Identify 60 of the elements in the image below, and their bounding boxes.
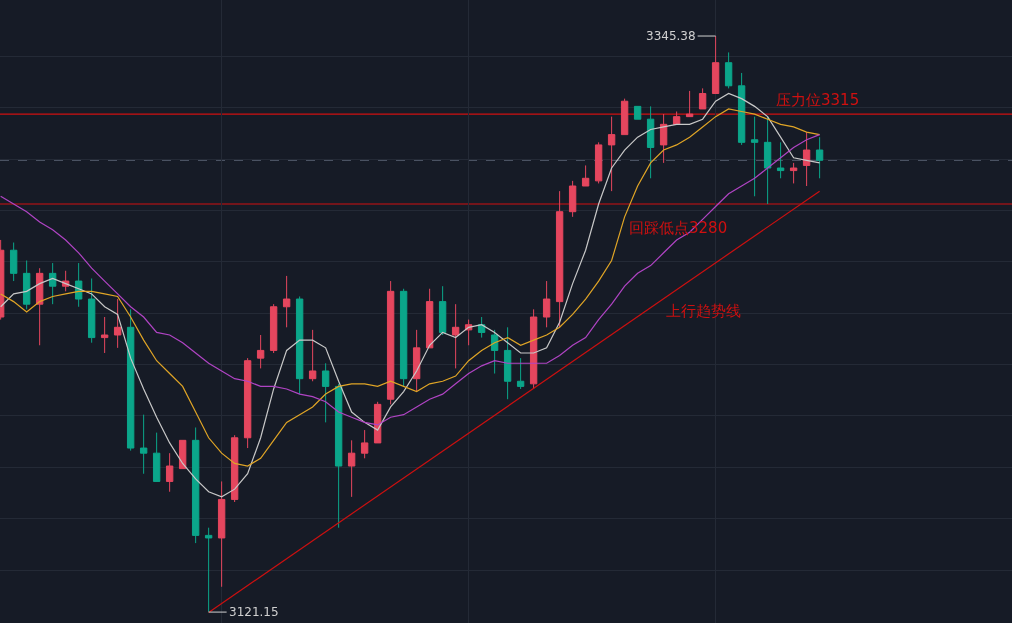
candlestick [139, 414, 148, 475]
candlestick [386, 280, 395, 405]
candlestick [165, 452, 174, 493]
candlestick [126, 308, 135, 452]
candlestick [22, 260, 31, 310]
candlestick [490, 329, 499, 375]
candlestick [412, 329, 421, 393]
candlestick [282, 275, 291, 328]
candlestick [191, 426, 200, 544]
candlestick [789, 162, 798, 184]
candlestick [48, 262, 57, 305]
candlestick [516, 357, 525, 390]
candlestick [633, 105, 642, 120]
candlestick [737, 72, 746, 146]
candlestick [529, 308, 538, 390]
candlestick [542, 280, 551, 328]
ref-line-label: 压力位3315 [776, 91, 860, 109]
candlestick [217, 480, 226, 588]
candlestick [334, 383, 343, 529]
candlestick [815, 136, 824, 179]
candlestick [256, 334, 265, 369]
candlestick [451, 303, 460, 369]
candlestick [87, 277, 96, 344]
candlestick [646, 105, 655, 179]
candlestick [776, 141, 785, 179]
candlestick [607, 116, 616, 192]
candlestick [113, 298, 122, 349]
candlestick [555, 190, 564, 328]
candlestick [9, 242, 18, 282]
candlestick [321, 362, 330, 423]
candlestick [230, 434, 239, 503]
candlestick [568, 180, 577, 218]
candlestick [802, 131, 811, 187]
candlestick [620, 98, 629, 136]
candlestick [594, 141, 603, 184]
candlestick [360, 429, 369, 459]
candlestick [204, 527, 213, 613]
candlestick [399, 288, 408, 387]
annotation: 3345.38 [646, 29, 696, 43]
candlestick [659, 113, 668, 164]
candlestick [425, 288, 434, 349]
candlestick [685, 90, 694, 118]
candlestick [308, 329, 317, 382]
candlestick [581, 164, 590, 187]
ref-line-label: 回踩低点3280 [629, 219, 728, 237]
annotation: 3121.15 [229, 605, 279, 619]
candlestick [750, 116, 759, 197]
candlestick [347, 439, 356, 498]
series-label: 上行趋势线 [666, 302, 741, 320]
candlestick [295, 295, 304, 395]
candlestick [503, 326, 512, 400]
candlestick [438, 285, 447, 336]
candlestick [35, 267, 44, 346]
candlestick [711, 35, 720, 95]
candlestick [698, 87, 707, 110]
candlestick [269, 303, 278, 354]
candlestick [152, 432, 161, 482]
candlestick [243, 357, 252, 449]
candlestick [100, 316, 109, 354]
candlestick [724, 51, 733, 89]
